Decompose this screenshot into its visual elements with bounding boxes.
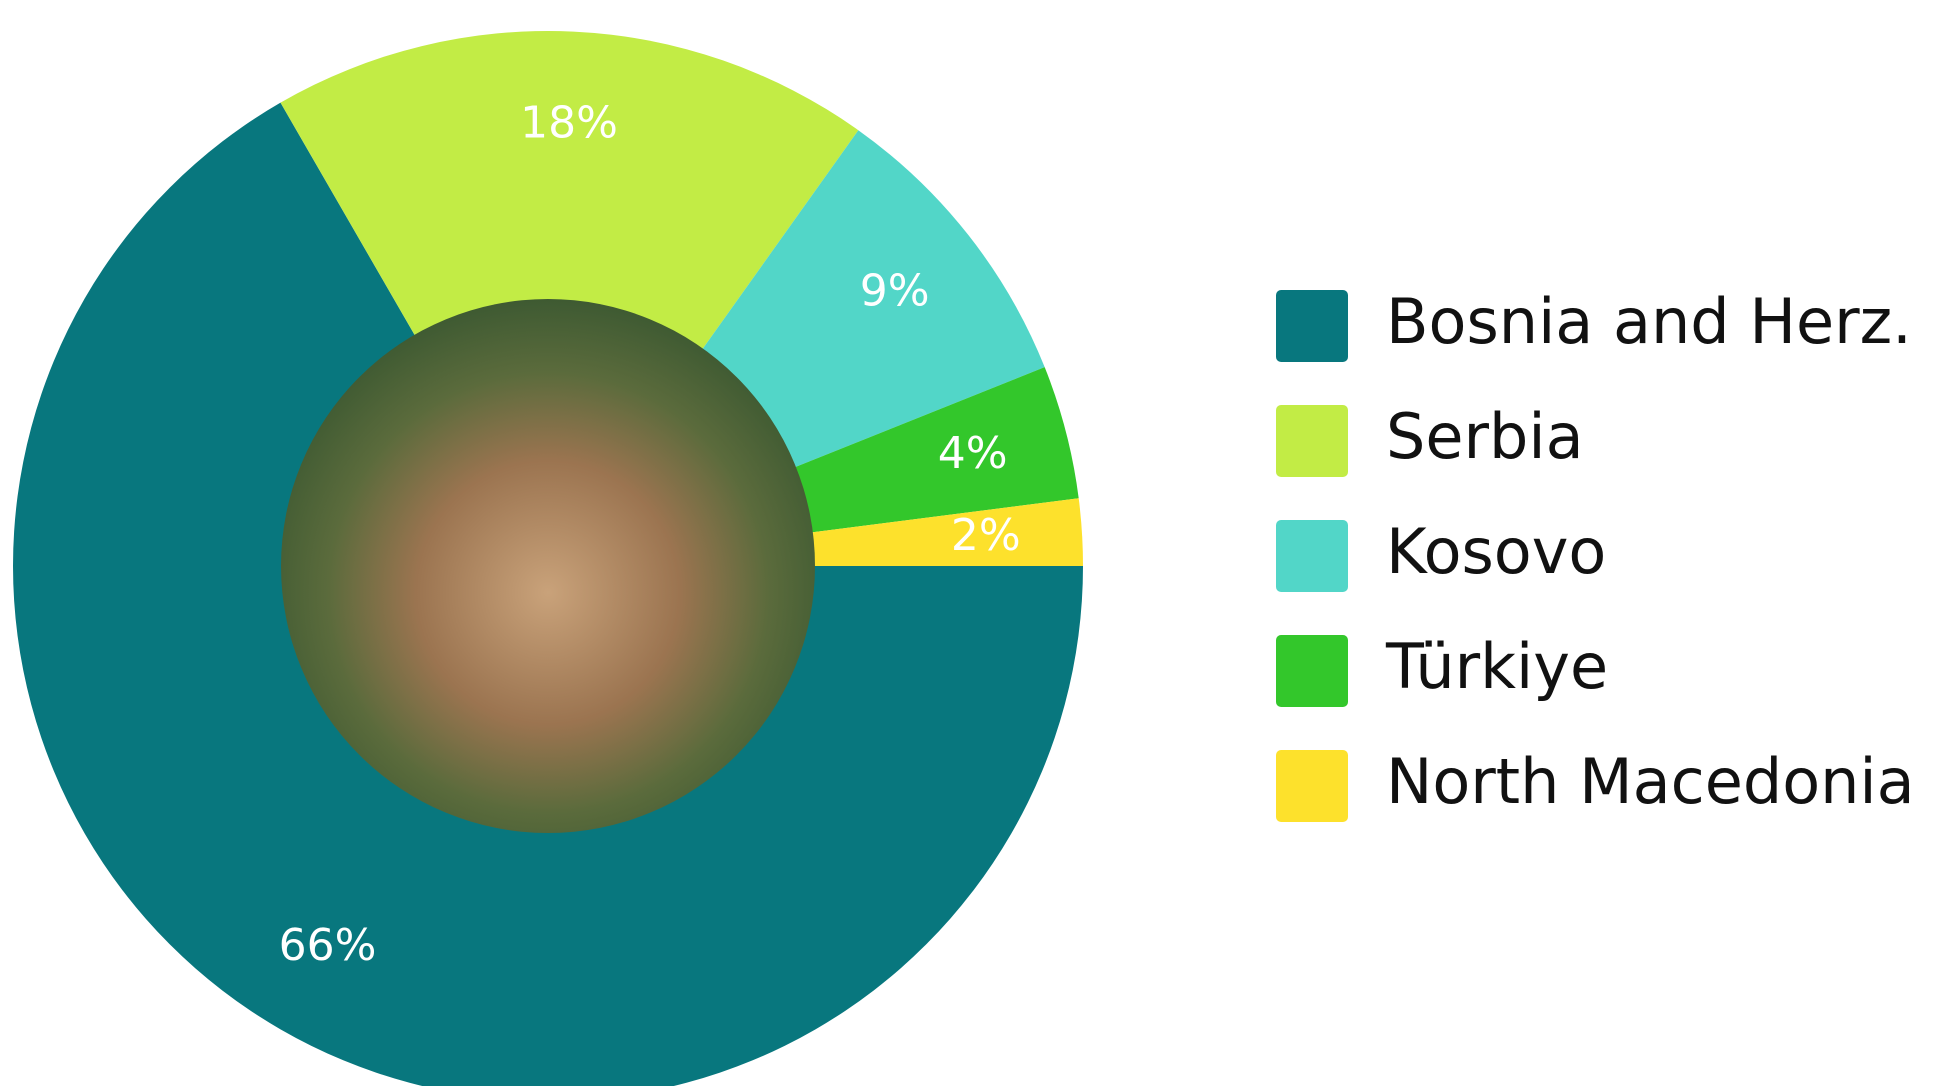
legend-label: North Macedonia — [1386, 745, 1915, 818]
value-label: 9% — [860, 265, 930, 316]
value-label: 18% — [520, 97, 618, 148]
center-photo — [281, 299, 815, 833]
legend-swatch — [1276, 290, 1348, 362]
legend-label: Bosnia and Herz. — [1386, 285, 1912, 358]
legend-label: Serbia — [1386, 400, 1584, 473]
page: 66% 18% 9% 4% 2% Bosnia and Herz. Serbia Kosovo… — [0, 0, 1950, 1086]
chart: 66% 18% 9% 4% 2% Bosnia and Herz. Serbia Kosovo… — [0, 0, 1950, 1086]
legend-label: Kosovo — [1386, 515, 1606, 588]
legend-label: Türkiye — [1385, 630, 1608, 703]
legend-swatch — [1276, 405, 1348, 477]
value-label: 4% — [938, 428, 1008, 479]
legend-swatch — [1276, 750, 1348, 822]
legend-swatch — [1276, 635, 1348, 707]
legend-swatch — [1276, 520, 1348, 592]
value-label: 2% — [951, 510, 1021, 561]
value-label: 66% — [279, 920, 377, 971]
